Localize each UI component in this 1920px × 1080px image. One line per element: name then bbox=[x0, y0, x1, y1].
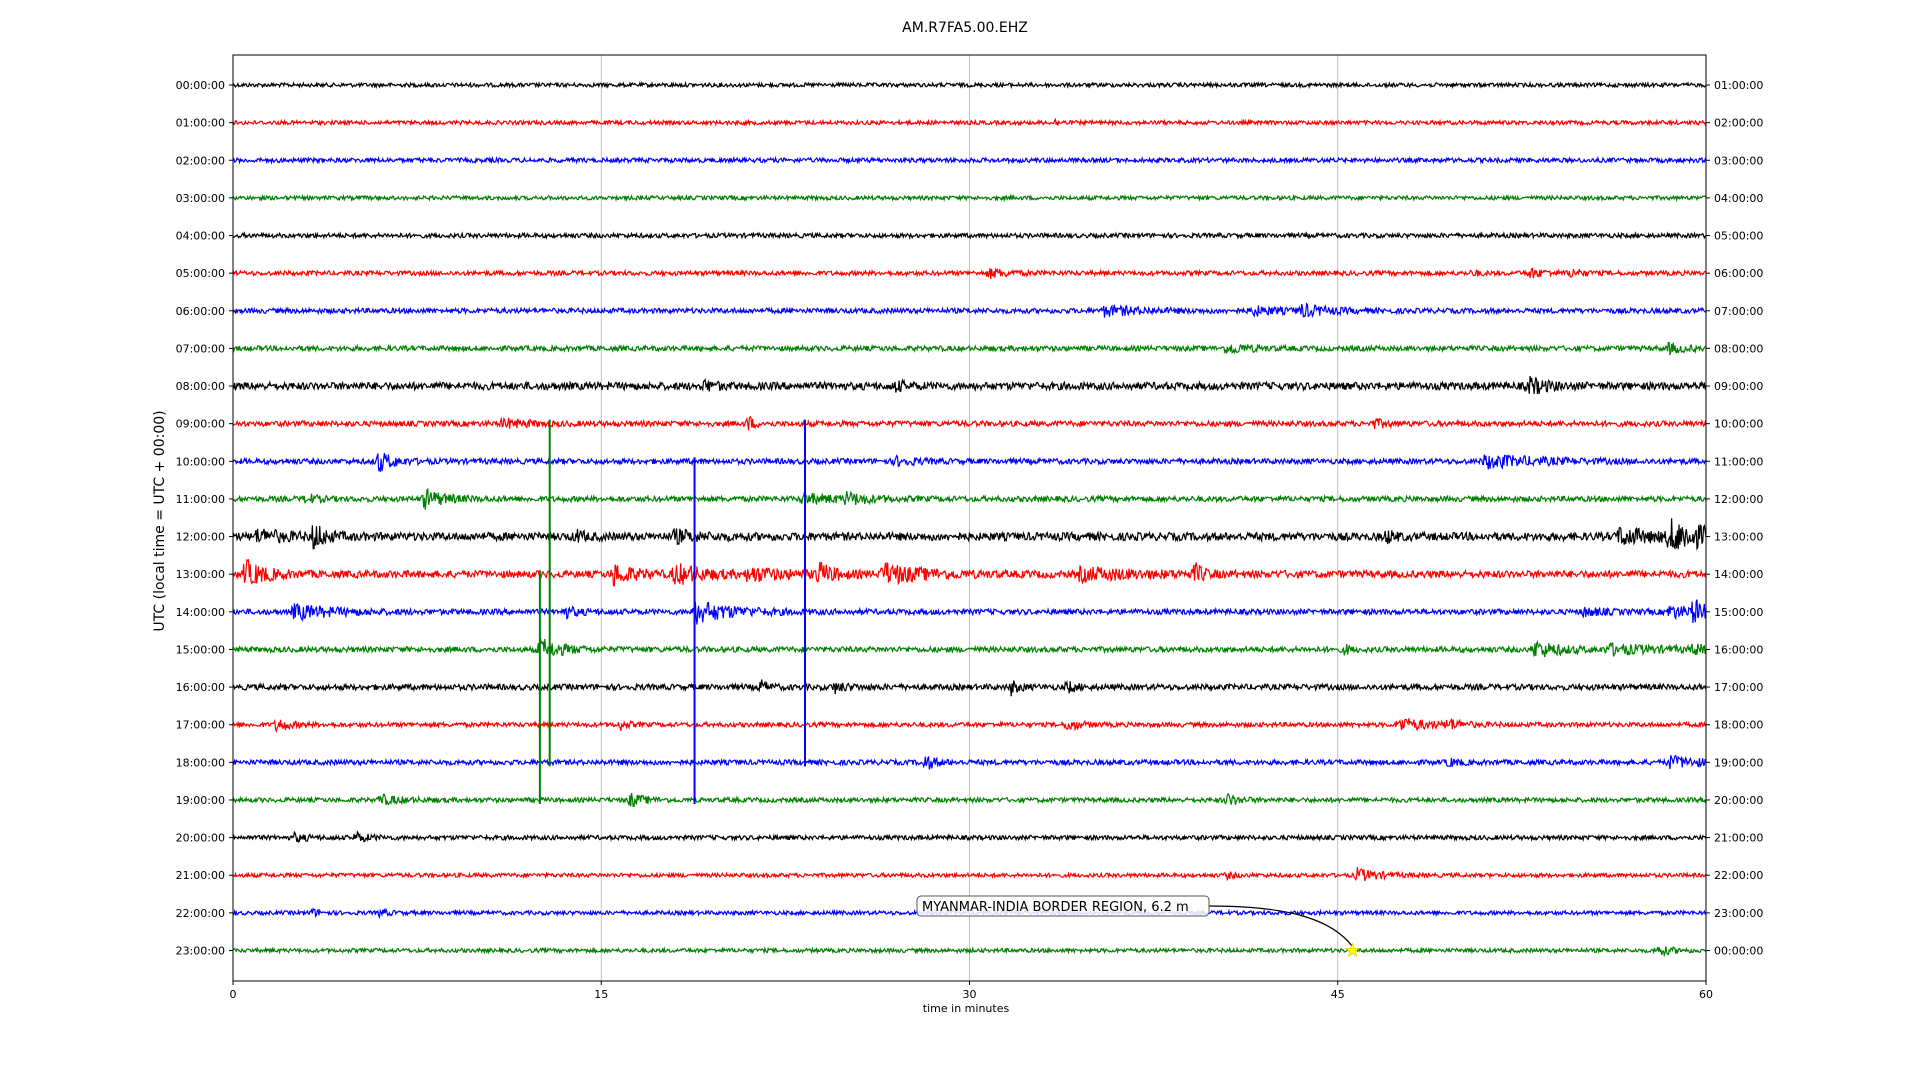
trace-line-19 bbox=[232, 792, 1707, 808]
right-tick-label: 16:00:00 bbox=[1714, 643, 1763, 656]
left-tick-label: 21:00:00 bbox=[176, 869, 225, 882]
right-tick-label: 00:00:00 bbox=[1714, 944, 1763, 957]
grid-lines bbox=[600, 55, 1339, 981]
trace-line-5 bbox=[232, 267, 1707, 280]
x-tick-label: 60 bbox=[1699, 988, 1713, 1001]
trace-line-12 bbox=[232, 518, 1707, 551]
trace-line-10 bbox=[232, 452, 1707, 473]
left-tick-label: 03:00:00 bbox=[176, 192, 225, 205]
right-tick-label: 19:00:00 bbox=[1714, 756, 1763, 769]
trace-line-18 bbox=[232, 754, 1707, 770]
right-tick-label: 14:00:00 bbox=[1714, 568, 1763, 581]
right-tick-label: 17:00:00 bbox=[1714, 681, 1763, 694]
left-tick-label: 16:00:00 bbox=[176, 681, 225, 694]
annotation-text: MYANMAR-INDIA BORDER REGION, 6.2 m bbox=[922, 900, 1189, 915]
trace-line-11 bbox=[232, 487, 1707, 510]
trace-line-4 bbox=[232, 230, 1707, 240]
x-tick-label: 30 bbox=[963, 988, 977, 1001]
trace-line-3 bbox=[232, 193, 1707, 203]
trace-line-23 bbox=[232, 946, 1707, 958]
annotation-box bbox=[916, 895, 1210, 917]
x-tick-label: 15 bbox=[594, 988, 608, 1001]
right-tick-label: 04:00:00 bbox=[1714, 192, 1763, 205]
spike-group bbox=[538, 419, 807, 804]
trace-line-0 bbox=[232, 80, 1707, 90]
trace-line-16 bbox=[232, 679, 1707, 697]
trace-group bbox=[232, 80, 1707, 958]
right-tick-label: 03:00:00 bbox=[1714, 154, 1763, 167]
left-tick-label: 09:00:00 bbox=[176, 418, 225, 431]
right-tick-label: 05:00:00 bbox=[1714, 230, 1763, 243]
right-tick-label: 09:00:00 bbox=[1714, 380, 1763, 393]
chart-title: AM.R7FA5.00.EHZ bbox=[902, 20, 1028, 36]
x-ticks: 0 15 30 45 60 bbox=[230, 981, 1713, 1001]
left-tick-label: 08:00:00 bbox=[176, 380, 225, 393]
left-tick-label: 13:00:00 bbox=[176, 568, 225, 581]
left-tick-label: 04:00:00 bbox=[176, 230, 225, 243]
left-tick-label: 14:00:00 bbox=[176, 606, 225, 619]
left-tick-label: 12:00:00 bbox=[176, 531, 225, 544]
y-ticks: 00:00:00 01:00:00 02:00:00 03:00:00 04:00:00… bbox=[176, 79, 1764, 957]
trace-line-15 bbox=[232, 636, 1707, 658]
right-tick-label: 13:00:00 bbox=[1714, 531, 1763, 544]
event-annotation: MYANMAR-INDIA BORDER REGION, 6.2 m bbox=[916, 895, 1360, 957]
trace-line-2 bbox=[232, 155, 1707, 165]
right-tick-label: 07:00:00 bbox=[1714, 305, 1763, 318]
left-tick-label: 06:00:00 bbox=[176, 305, 225, 318]
left-tick-label: 00:00:00 bbox=[176, 79, 225, 92]
right-tick-label: 23:00:00 bbox=[1714, 907, 1763, 920]
trace-line-1 bbox=[232, 117, 1707, 127]
trace-line-9 bbox=[232, 415, 1707, 431]
right-tick-label: 06:00:00 bbox=[1714, 267, 1763, 280]
trace-line-8 bbox=[232, 375, 1707, 395]
y-axis-label: UTC (local time = UTC + 00:00) bbox=[152, 410, 168, 631]
x-tick-label: 0 bbox=[230, 988, 237, 1001]
right-tick-label: 22:00:00 bbox=[1714, 869, 1763, 882]
right-tick-label: 18:00:00 bbox=[1714, 719, 1763, 732]
left-tick-label: 11:00:00 bbox=[176, 493, 225, 506]
left-tick-label: 05:00:00 bbox=[176, 267, 225, 280]
trace-line-7 bbox=[232, 341, 1707, 356]
left-tick-label: 23:00:00 bbox=[176, 944, 225, 957]
left-tick-label: 07:00:00 bbox=[176, 342, 225, 355]
x-axis-label: time in minutes bbox=[923, 1002, 1010, 1015]
left-tick-label: 02:00:00 bbox=[176, 154, 225, 167]
left-tick-label: 18:00:00 bbox=[176, 756, 225, 769]
trace-line-13 bbox=[232, 558, 1707, 587]
right-tick-label: 12:00:00 bbox=[1714, 493, 1763, 506]
left-tick-label: 15:00:00 bbox=[176, 643, 225, 656]
trace-line-21 bbox=[232, 866, 1707, 882]
left-tick-label: 19:00:00 bbox=[176, 794, 225, 807]
annotation-connector bbox=[1208, 905, 1353, 947]
right-tick-label: 08:00:00 bbox=[1714, 342, 1763, 355]
left-tick-label: 17:00:00 bbox=[176, 719, 225, 732]
right-tick-label: 01:00:00 bbox=[1714, 79, 1763, 92]
event-star-icon bbox=[1345, 942, 1360, 957]
left-tick-label: 22:00:00 bbox=[176, 907, 225, 920]
right-tick-label: 10:00:00 bbox=[1714, 418, 1763, 431]
right-tick-label: 11:00:00 bbox=[1714, 455, 1763, 468]
trace-line-14 bbox=[232, 599, 1707, 625]
right-tick-label: 20:00:00 bbox=[1714, 794, 1763, 807]
right-tick-label: 02:00:00 bbox=[1714, 117, 1763, 130]
trace-line-20 bbox=[232, 830, 1707, 843]
left-tick-label: 20:00:00 bbox=[176, 832, 225, 845]
trace-line-6 bbox=[232, 302, 1707, 319]
right-tick-label: 15:00:00 bbox=[1714, 606, 1763, 619]
left-tick-label: 10:00:00 bbox=[176, 455, 225, 468]
x-tick-label: 45 bbox=[1331, 988, 1345, 1001]
right-tick-label: 21:00:00 bbox=[1714, 832, 1763, 845]
trace-line-17 bbox=[232, 718, 1707, 734]
left-tick-label: 01:00:00 bbox=[176, 117, 225, 130]
